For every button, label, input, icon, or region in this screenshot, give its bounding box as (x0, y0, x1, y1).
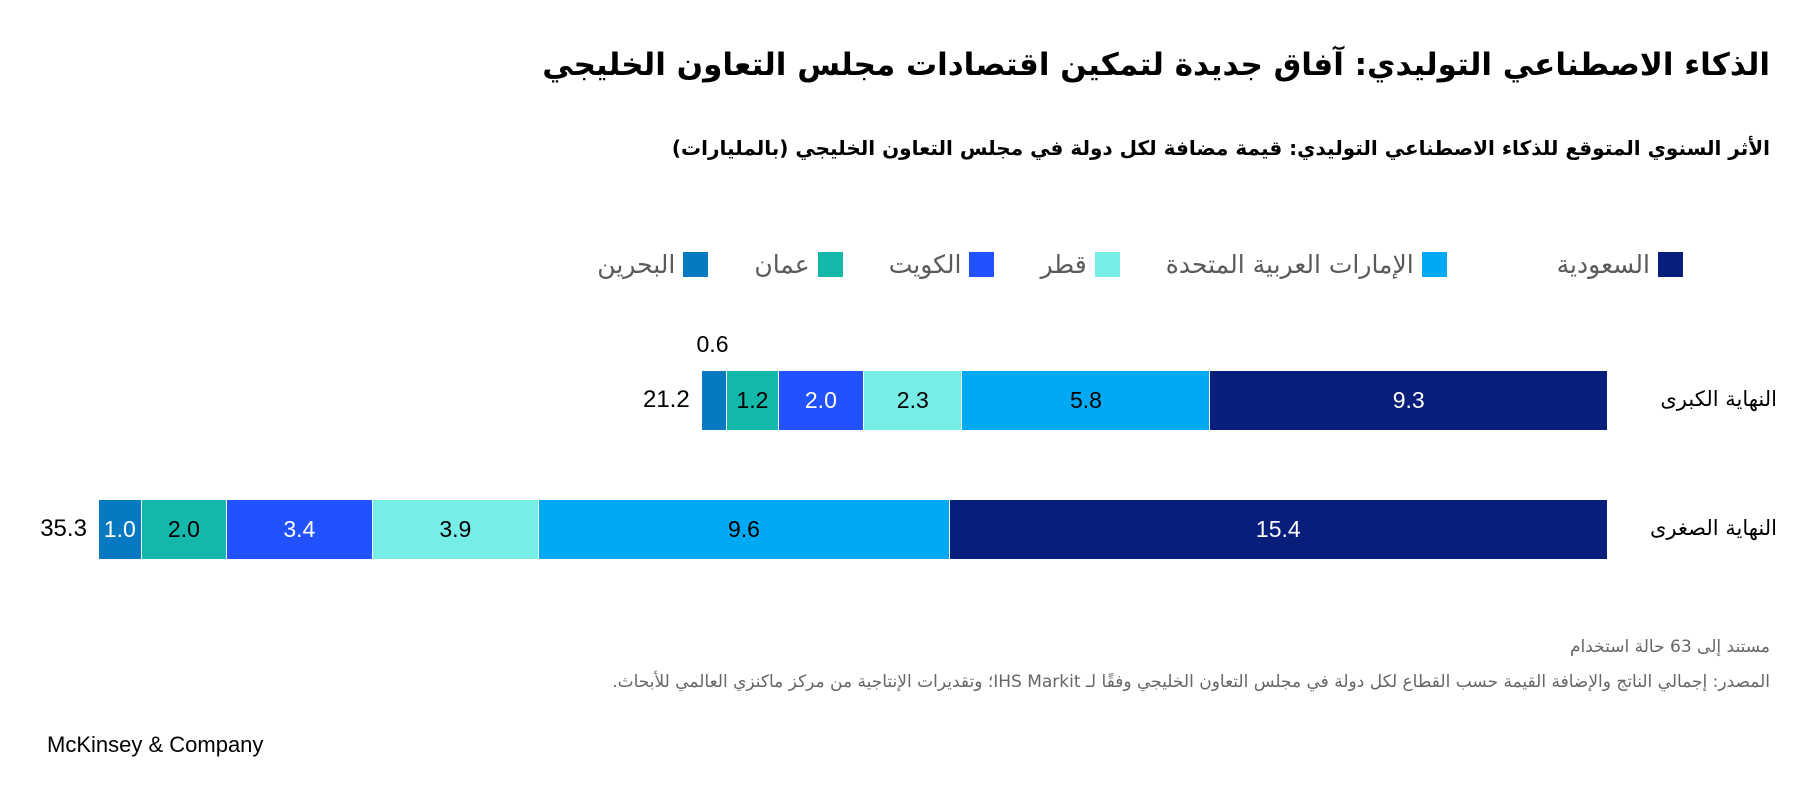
chart-title: الذكاء الاصطناعي التوليدي: آفاق جديدة لت… (542, 47, 1770, 83)
legend-swatch (1421, 252, 1447, 277)
data-label: 2.0 (804, 387, 837, 413)
bar-segment (701, 371, 728, 430)
data-label: 9.6 (727, 516, 760, 542)
legend-label: الإمارات العربية المتحدة (1165, 250, 1414, 279)
legend-swatch (683, 252, 709, 277)
bar-segment: 1.0 (98, 500, 142, 559)
legend-item: السعودية (1557, 250, 1683, 279)
legend-label: عمان (754, 250, 810, 279)
legend-label: الكويت (888, 250, 962, 279)
legend-label: قطر (1040, 250, 1087, 279)
brand-logo-text: McKinsey & Company (47, 732, 264, 757)
legend-swatch (969, 252, 995, 277)
category-label: النهاية الصغرى (1649, 516, 1777, 540)
bar-segment: 2.0 (141, 500, 228, 559)
legend-swatch (1658, 252, 1683, 277)
data-label: 3.9 (439, 516, 472, 542)
data-label: 1.2 (736, 387, 769, 413)
bar-segment: 9.6 (539, 500, 950, 559)
data-label: 0.6 (696, 331, 729, 357)
chart-subtitle: الأثر السنوي المتوقع للذكاء الاصطناعي ال… (671, 136, 1770, 160)
bar-segment: 3.4 (227, 500, 373, 559)
data-label: 5.8 (1069, 387, 1102, 413)
category-label: النهاية الكبرى (1660, 387, 1777, 411)
data-label: 2.0 (167, 516, 200, 542)
data-label: 1.0 (103, 516, 136, 542)
legend-swatch (817, 252, 843, 277)
data-label: 9.3 (1392, 387, 1425, 413)
legend: السعودية الإمارات العربية المتحدة قطر الكوي… (551, 250, 1683, 279)
legend-item: البحرين (597, 250, 709, 279)
legend-item: عمان (754, 250, 843, 279)
bar-segment: 2.3 (864, 371, 963, 430)
source-note: المصدر: إجمالي الناتج والإضافة القيمة حس… (612, 672, 1770, 692)
bar-segment: 2.0 (778, 371, 865, 430)
data-label: 15.4 (1255, 516, 1301, 542)
data-label: 2.3 (896, 387, 929, 413)
legend-item: الكويت (889, 250, 995, 279)
data-label: 3.4 (283, 516, 316, 542)
bar-segment: 1.2 (727, 371, 779, 430)
total-label: 35.3 (40, 515, 87, 542)
bar-segment: 15.4 (949, 500, 1608, 559)
bar-segment: 5.8 (962, 371, 1211, 430)
bar-segment: 9.3 (1210, 371, 1608, 430)
legend-swatch (1094, 252, 1120, 277)
footnote: مستند إلى 63 حالة استخدام (1569, 637, 1770, 657)
legend-label: السعودية (1556, 250, 1650, 279)
total-label: 21.2 (642, 386, 690, 413)
legend-item: قطر (1040, 250, 1120, 279)
legend-label: البحرين (597, 250, 676, 279)
bar-segment: 3.9 (372, 500, 540, 559)
legend-item: الإمارات العربية المتحدة (1166, 250, 1447, 279)
